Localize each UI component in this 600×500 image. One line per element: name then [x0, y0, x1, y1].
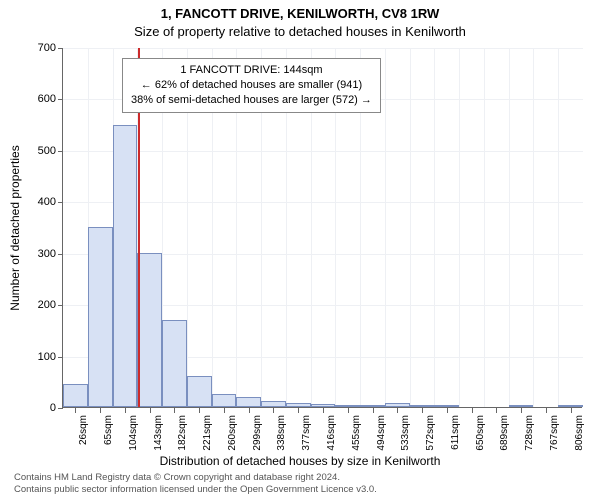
- x-tick-label: 260sqm: [227, 415, 238, 451]
- x-tick-label: 533sqm: [400, 415, 411, 451]
- x-tick-label: 728sqm: [524, 415, 535, 451]
- x-tick-label: 416sqm: [326, 415, 337, 451]
- chart-container: 1, FANCOTT DRIVE, KENILWORTH, CV8 1RW Si…: [0, 0, 600, 500]
- histogram-bar: [360, 405, 385, 407]
- histogram-bar: [88, 227, 113, 407]
- y-tick-label: 100: [6, 351, 56, 363]
- x-tick-label: 65sqm: [103, 415, 114, 445]
- histogram-bar: [335, 405, 360, 407]
- x-tick-label: 182sqm: [177, 415, 188, 451]
- histogram-bar: [212, 394, 237, 407]
- histogram-bar: [261, 401, 286, 407]
- histogram-bar: [187, 376, 212, 407]
- callout-line2: ← 62% of detached houses are smaller (94…: [131, 78, 372, 93]
- x-tick-label: 143sqm: [153, 415, 164, 451]
- y-tick-label: 0: [6, 402, 56, 414]
- callout-line1: 1 FANCOTT DRIVE: 144sqm: [131, 63, 372, 78]
- callout-box: 1 FANCOTT DRIVE: 144sqm ← 62% of detache…: [122, 58, 381, 113]
- x-tick-label: 767sqm: [549, 415, 560, 451]
- histogram-bar: [286, 403, 311, 407]
- x-tick-label: 455sqm: [351, 415, 362, 451]
- histogram-bar: [558, 405, 583, 407]
- footer-attribution: Contains HM Land Registry data © Crown c…: [14, 472, 377, 496]
- histogram-bar: [410, 405, 435, 407]
- x-tick-label: 299sqm: [252, 415, 263, 451]
- histogram-bar: [113, 125, 138, 407]
- x-tick-label: 689sqm: [499, 415, 510, 451]
- callout-line3: 38% of semi-detached houses are larger (…: [131, 93, 372, 108]
- histogram-bar: [385, 403, 410, 407]
- y-tick-label: 600: [6, 93, 56, 105]
- histogram-bar: [162, 320, 187, 407]
- x-tick-label: 572sqm: [425, 415, 436, 451]
- x-tick-label: 650sqm: [475, 415, 486, 451]
- x-tick-label: 806sqm: [574, 415, 585, 451]
- footer-line1: Contains HM Land Registry data © Crown c…: [14, 472, 377, 484]
- x-tick-label: 377sqm: [301, 415, 312, 451]
- histogram-bar: [509, 405, 534, 407]
- chart-title-line2: Size of property relative to detached ho…: [0, 24, 600, 39]
- chart-title-line1: 1, FANCOTT DRIVE, KENILWORTH, CV8 1RW: [0, 6, 600, 21]
- histogram-bar: [434, 405, 459, 407]
- x-tick-label: 26sqm: [78, 415, 89, 445]
- x-tick-label: 104sqm: [128, 415, 139, 451]
- y-tick-label: 200: [6, 299, 56, 311]
- histogram-bar: [236, 397, 261, 407]
- histogram-bar: [63, 384, 88, 407]
- x-tick-label: 494sqm: [376, 415, 387, 451]
- x-axis-title: Distribution of detached houses by size …: [0, 454, 600, 468]
- x-tick-label: 221sqm: [202, 415, 213, 451]
- histogram-bar: [137, 253, 162, 407]
- footer-line2: Contains public sector information licen…: [14, 484, 377, 496]
- y-tick-label: 500: [6, 145, 56, 157]
- y-tick-label: 400: [6, 196, 56, 208]
- histogram-bar: [311, 404, 336, 407]
- y-tick-label: 300: [6, 248, 56, 260]
- x-tick-label: 611sqm: [450, 415, 461, 450]
- x-tick-label: 338sqm: [276, 415, 287, 451]
- y-tick-label: 700: [6, 42, 56, 54]
